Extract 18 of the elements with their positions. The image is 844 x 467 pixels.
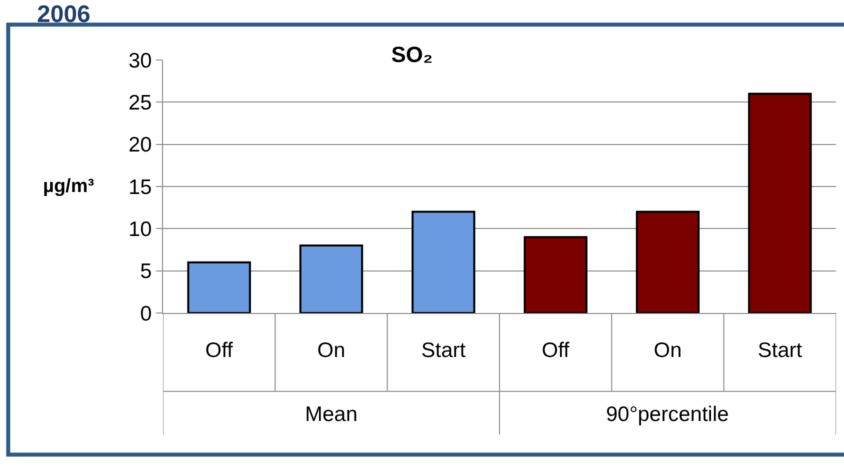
chart-title: SO₂ bbox=[391, 42, 433, 68]
y-axis-title: µg/m³ bbox=[43, 176, 94, 197]
y-tick-label: 25 bbox=[128, 92, 152, 115]
y-tick-label: 20 bbox=[128, 134, 152, 157]
text: Mean bbox=[305, 403, 358, 426]
x-tick-label: On bbox=[317, 339, 346, 362]
x-tick-label: Start bbox=[421, 339, 466, 362]
y-tick-label: 0 bbox=[140, 302, 152, 326]
x-tick-label: On bbox=[654, 339, 682, 362]
y-tick-label: 15 bbox=[128, 176, 152, 199]
y-tick-label: 10 bbox=[128, 218, 152, 242]
x-tick-label: Off bbox=[542, 339, 570, 362]
text: 2006 bbox=[37, 1, 90, 28]
text: 90°percentile bbox=[606, 403, 729, 426]
y-tick-label: 30 bbox=[128, 49, 152, 72]
y-tick-label: 5 bbox=[140, 260, 152, 284]
x-tick-label: Off bbox=[205, 339, 234, 362]
x-tick-label: Start bbox=[758, 339, 802, 362]
